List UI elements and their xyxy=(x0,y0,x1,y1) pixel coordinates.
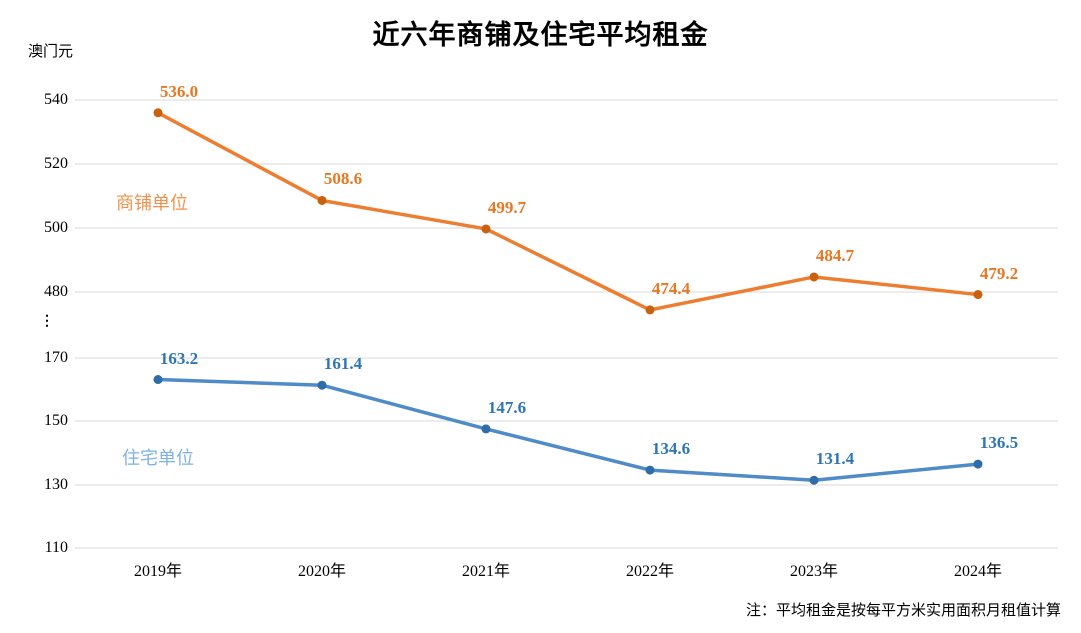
residential-data-point-label: 147.6 xyxy=(487,397,527,417)
residential-data-point-marker xyxy=(317,380,327,390)
shop-data-point-marker xyxy=(809,272,819,282)
shop-data-point-label: 474.4 xyxy=(651,278,691,298)
shop-data-point-label: 484.7 xyxy=(815,245,855,265)
y-tick-label: 480 xyxy=(44,283,68,300)
residential-data-point-marker xyxy=(809,475,819,485)
chart-title: 近六年商铺及住宅平均租金 xyxy=(372,20,709,50)
residential-data-point-label: 131.4 xyxy=(815,449,855,469)
residential-data-point-label: 163.2 xyxy=(159,348,199,368)
shop-data-point-label: 536.0 xyxy=(159,81,199,101)
x-axis-label: 2022年 xyxy=(625,563,675,580)
footnote: 注：平均租金是按每平方米实用面积月租值计算 xyxy=(745,603,1061,619)
residential-data-point-marker xyxy=(153,375,163,385)
residential-data-point-label: 161.4 xyxy=(323,354,363,374)
y-tick-label: 170 xyxy=(44,349,68,366)
y-tick-label: 500 xyxy=(44,219,68,236)
y-axis-unit-label: 澳门元 xyxy=(28,44,74,60)
shop-data-point-label: 499.7 xyxy=(487,197,527,217)
x-axis-label: 2024年 xyxy=(953,563,1003,580)
shop-data-point-marker xyxy=(317,195,327,205)
residential-data-point-label: 136.5 xyxy=(979,433,1019,453)
x-axis-label: 2023年 xyxy=(789,563,839,580)
residential-data-point-label: 134.6 xyxy=(651,439,691,459)
shop-series-name-label: 商铺单位 xyxy=(116,193,188,213)
shop-data-point-label: 508.6 xyxy=(323,169,363,189)
shop-data-point-marker xyxy=(973,290,983,300)
x-axis-label: 2019年 xyxy=(133,563,183,580)
residential-data-point-marker xyxy=(481,424,491,434)
residential-series-name-label: 住宅单位 xyxy=(122,448,194,468)
shop-data-point-label: 479.2 xyxy=(979,263,1019,283)
y-tick-label: 130 xyxy=(44,476,68,493)
x-axis-label: 2021年 xyxy=(461,563,511,580)
residential-data-point-marker xyxy=(973,459,983,469)
y-tick-label: 540 xyxy=(44,91,68,108)
y-tick-label: 520 xyxy=(44,155,68,172)
y-tick-label: 150 xyxy=(44,412,68,429)
shop-series-line xyxy=(156,111,980,312)
y-tick-label: 110 xyxy=(44,539,68,556)
residential-data-point-marker xyxy=(645,465,655,475)
residential-series-line xyxy=(156,377,980,482)
x-axis-label: 2020年 xyxy=(297,563,347,580)
shop-data-point-marker xyxy=(153,108,163,118)
shop-data-point-marker xyxy=(645,305,655,315)
axis-break-marker: ⋮ xyxy=(40,314,54,329)
shop-data-point-marker xyxy=(481,224,491,234)
